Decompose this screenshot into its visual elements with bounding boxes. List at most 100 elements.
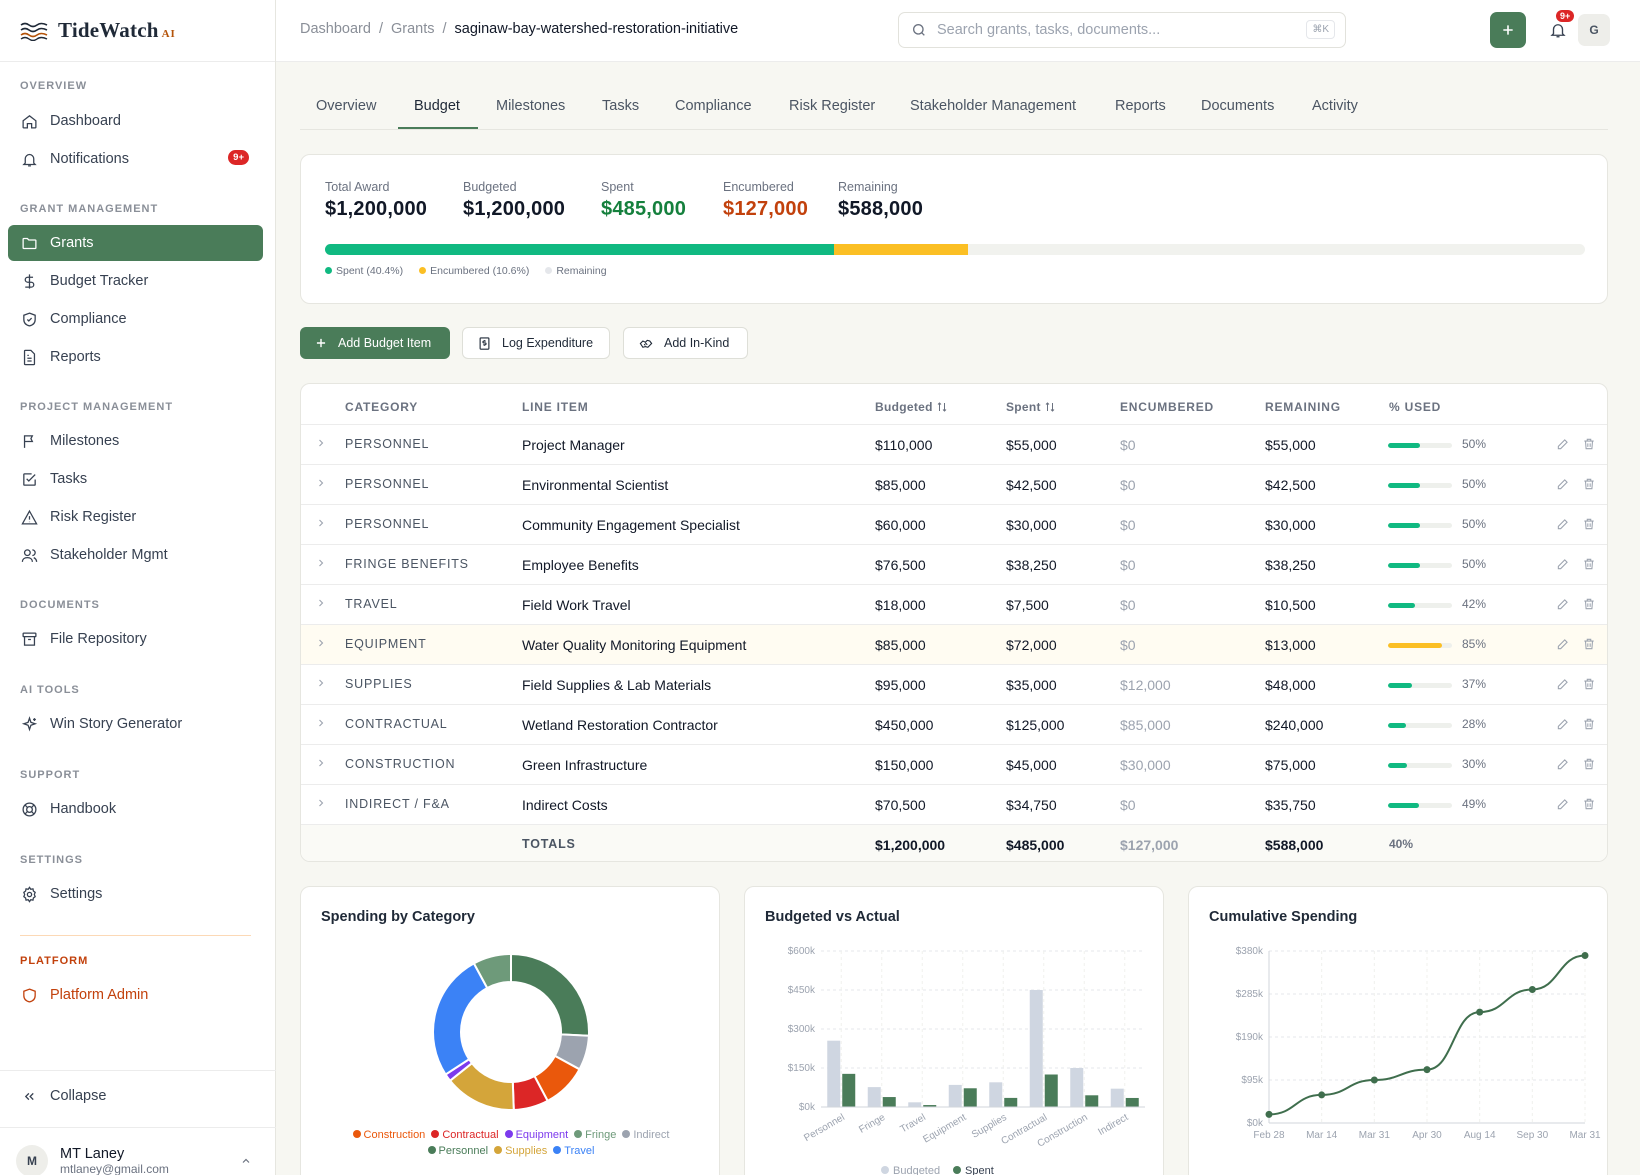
column-header-budgeted[interactable]: Budgeted: [875, 400, 948, 414]
add-in-kind-button[interactable]: Add In-Kind: [623, 327, 748, 359]
chevron-right-icon[interactable]: [315, 597, 327, 609]
sidebar-item-handbook[interactable]: Handbook: [8, 791, 263, 827]
sparkles-icon: [20, 715, 38, 733]
chevron-right-icon[interactable]: [315, 677, 327, 689]
table-row[interactable]: SUPPLIES Field Supplies & Lab Materials $9…: [301, 664, 1607, 704]
sidebar-item-stakeholder-mgmt[interactable]: Stakeholder Mgmt: [8, 537, 263, 573]
data-point: [1476, 1008, 1484, 1016]
trash-icon[interactable]: [1582, 797, 1596, 811]
trash-icon[interactable]: [1582, 517, 1596, 531]
edit-icon[interactable]: [1556, 597, 1570, 611]
chevron-up-icon[interactable]: [240, 1155, 252, 1167]
sidebar-item-reports[interactable]: Reports: [8, 339, 263, 375]
tab-reports[interactable]: Reports: [1115, 98, 1166, 114]
create-button[interactable]: [1490, 12, 1526, 48]
sidebar-item-notifications[interactable]: Notifications 9+: [8, 141, 263, 177]
user-avatar: M: [16, 1145, 48, 1175]
bar-spent-supplies: [1004, 1097, 1018, 1107]
edit-icon[interactable]: [1556, 637, 1570, 651]
sidebar-item-dashboard[interactable]: Dashboard: [8, 103, 263, 139]
cell-spent: $30,000: [1006, 517, 1057, 533]
chevron-right-icon[interactable]: [315, 477, 327, 489]
stat-value: $485,000: [601, 198, 687, 220]
table-row[interactable]: TRAVEL Field Work Travel $18,000 $7,500 $0 $1…: [301, 584, 1607, 624]
table-row[interactable]: PERSONNEL Project Manager $110,000 $55,000 $…: [301, 424, 1607, 464]
sidebar-item-grants[interactable]: Grants: [8, 225, 263, 261]
sidebar-item-milestones[interactable]: Milestones: [8, 423, 263, 459]
trash-icon[interactable]: [1582, 637, 1596, 651]
trash-icon[interactable]: [1582, 557, 1596, 571]
log-expenditure-button[interactable]: Log Expenditure: [462, 327, 610, 359]
sidebar-item-label: Stakeholder Mgmt: [50, 547, 168, 563]
chevron-right-icon[interactable]: [315, 517, 327, 529]
progress-encumbered-segment: [834, 244, 968, 255]
notifications-button[interactable]: [1544, 16, 1572, 44]
trash-icon[interactable]: [1582, 597, 1596, 611]
chevron-right-icon[interactable]: [315, 797, 327, 809]
add-budget-item-button[interactable]: Add Budget Item: [300, 327, 450, 359]
tab-activity[interactable]: Activity: [1312, 98, 1358, 114]
stat-encumbered: Encumbered $127,000: [723, 180, 808, 221]
edit-icon[interactable]: [1556, 477, 1570, 491]
tab-documents[interactable]: Documents: [1201, 98, 1275, 114]
breadcrumb-dashboard[interactable]: Dashboard: [300, 21, 371, 37]
chevron-right-icon[interactable]: [315, 437, 327, 449]
sidebar-item-file-repository[interactable]: File Repository: [8, 621, 263, 657]
chevron-right-icon[interactable]: [315, 557, 327, 569]
stat-label: Remaining: [838, 180, 898, 194]
cell-budgeted: $110,000: [875, 437, 933, 453]
tab-overview[interactable]: Overview: [316, 98, 377, 114]
cell-budgeted: $70,500: [875, 797, 926, 813]
edit-icon[interactable]: [1556, 557, 1570, 571]
table-row[interactable]: PERSONNEL Environmental Scientist $85,000 $…: [301, 464, 1607, 504]
chevron-right-icon[interactable]: [315, 757, 327, 769]
edit-icon[interactable]: [1556, 717, 1570, 731]
tab-stakeholder-management[interactable]: Stakeholder Management: [910, 98, 1077, 114]
cell-line-item: Indirect Costs: [522, 797, 608, 813]
users-icon: [20, 546, 38, 564]
edit-icon[interactable]: [1556, 677, 1570, 691]
column-header-spent[interactable]: Spent: [1006, 400, 1056, 414]
edit-icon[interactable]: [1556, 797, 1570, 811]
breadcrumb-grants[interactable]: Grants: [390, 21, 435, 37]
table-row[interactable]: INDIRECT / F&A Indirect Costs $70,500 $34,7…: [301, 784, 1607, 824]
sidebar-item-compliance[interactable]: Compliance: [8, 301, 263, 337]
trash-icon[interactable]: [1582, 677, 1596, 691]
brand[interactable]: TideWatch AI: [0, 0, 275, 62]
trash-icon[interactable]: [1582, 437, 1596, 451]
button-label: Add In-Kind: [664, 336, 730, 350]
tab-milestones[interactable]: Milestones: [496, 98, 566, 114]
tab-risk-register[interactable]: Risk Register: [789, 98, 876, 114]
table-row[interactable]: EQUIPMENT Water Quality Monitoring Equipm…: [301, 624, 1607, 664]
chevron-right-icon[interactable]: [315, 637, 327, 649]
tab-tasks[interactable]: Tasks: [602, 98, 640, 114]
trash-icon[interactable]: [1582, 717, 1596, 731]
tab-budget[interactable]: Budget: [414, 98, 460, 114]
edit-icon[interactable]: [1556, 757, 1570, 771]
table-row[interactable]: PERSONNEL Community Engagement Specialist…: [301, 504, 1607, 544]
table-row[interactable]: CONTRACTUAL Wetland Restoration Contracto…: [301, 704, 1607, 744]
user-menu[interactable]: M MT Laney mtlaney@gmail.com: [16, 1145, 169, 1175]
sidebar-item-tasks[interactable]: Tasks: [8, 461, 263, 497]
stat-spent: Spent $485,000: [601, 180, 686, 221]
edit-icon[interactable]: [1556, 437, 1570, 451]
sidebar-item-settings[interactable]: Settings: [8, 876, 263, 912]
table-row[interactable]: FRINGE BENEFITS Employee Benefits $76,500 $…: [301, 544, 1607, 584]
trash-icon[interactable]: [1582, 757, 1596, 771]
collapse-button[interactable]: Collapse: [8, 1078, 263, 1114]
y-tick-label: $285k: [1236, 989, 1264, 1000]
trash-icon[interactable]: [1582, 477, 1596, 491]
table-row[interactable]: CONSTRUCTION Green Infrastructure $150,000…: [301, 744, 1607, 784]
edit-icon[interactable]: [1556, 517, 1570, 531]
sidebar-item-risk-register[interactable]: Risk Register: [8, 499, 263, 535]
cell-budgeted: $76,500: [875, 557, 926, 573]
sidebar-item-platform-admin[interactable]: Platform Admin: [8, 977, 263, 1013]
sidebar-item-budget-tracker[interactable]: Budget Tracker: [8, 263, 263, 299]
account-avatar[interactable]: G: [1578, 14, 1610, 46]
chevron-right-icon[interactable]: [315, 717, 327, 729]
tab-compliance[interactable]: Compliance: [675, 98, 752, 114]
cell-encumbered: $12,000: [1120, 677, 1171, 693]
search-input[interactable]: Search grants, tasks, documents... ⌘K: [898, 12, 1346, 48]
sidebar-item-win-story-generator[interactable]: Win Story Generator: [8, 706, 263, 742]
section-documents: DOCUMENTS: [20, 599, 100, 611]
